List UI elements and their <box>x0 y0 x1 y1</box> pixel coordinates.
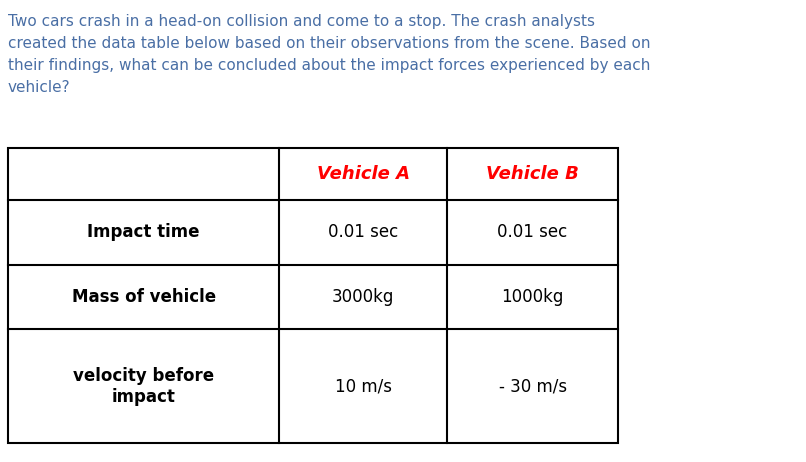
Text: Two cars crash in a head-on collision and come to a stop. The crash analysts: Two cars crash in a head-on collision an… <box>8 14 595 29</box>
Text: - 30 m/s: - 30 m/s <box>499 377 567 395</box>
Text: 10 m/s: 10 m/s <box>334 377 392 395</box>
Text: their findings, what can be concluded about the impact forces experienced by eac: their findings, what can be concluded ab… <box>8 58 650 73</box>
Text: 0.01 sec: 0.01 sec <box>497 223 567 241</box>
Text: Vehicle B: Vehicle B <box>486 165 579 183</box>
Text: Mass of vehicle: Mass of vehicle <box>72 288 216 306</box>
Text: Impact time: Impact time <box>88 223 200 241</box>
Text: Vehicle A: Vehicle A <box>317 165 409 183</box>
Text: 0.01 sec: 0.01 sec <box>328 223 398 241</box>
Text: 1000kg: 1000kg <box>501 288 563 306</box>
Bar <box>8 148 618 443</box>
Text: created the data table below based on their observations from the scene. Based o: created the data table below based on th… <box>8 36 650 51</box>
Text: vehicle?: vehicle? <box>8 80 71 95</box>
Text: velocity before
impact: velocity before impact <box>73 367 214 406</box>
Text: 3000kg: 3000kg <box>332 288 394 306</box>
